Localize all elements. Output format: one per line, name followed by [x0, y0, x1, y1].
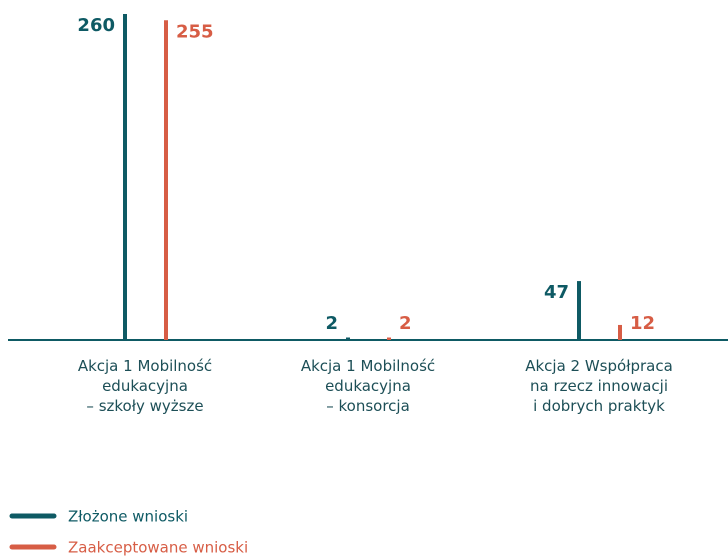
value-label: 260	[77, 15, 115, 36]
value-label: 2	[325, 313, 338, 334]
value-label: 47	[544, 282, 569, 303]
value-label: 12	[630, 313, 655, 334]
legend-label: Zaakceptowane wnioski	[68, 539, 248, 556]
value-label: 255	[176, 21, 214, 42]
x-tick-label: Akcja 2 Współpraca na rzecz innowacji i …	[525, 357, 673, 415]
x-tick-label: Akcja 1 Mobilność edukacyjna – konsorcja	[300, 357, 436, 415]
legend-label: Złożone wnioski	[68, 508, 188, 526]
x-tick-label: Akcja 1 Mobilność edukacyjna – szkoły wy…	[77, 357, 213, 415]
value-label: 2	[399, 313, 412, 334]
